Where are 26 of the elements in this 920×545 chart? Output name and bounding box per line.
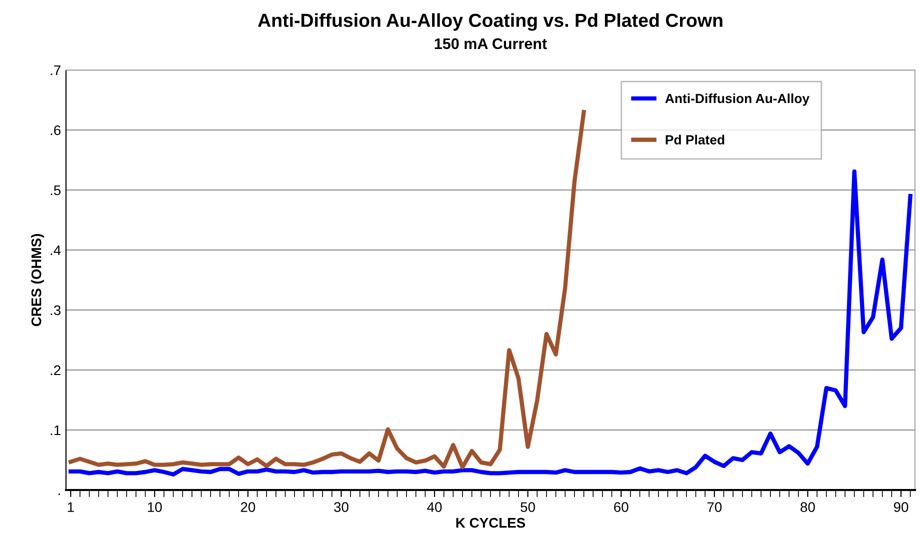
y-tick-label: .2: [50, 365, 60, 376]
x-tick-label: 50: [520, 502, 535, 512]
y-tick-label: .5: [50, 185, 61, 196]
y-tick-label: .7: [50, 65, 60, 76]
legend-label: Pd Plated: [666, 134, 724, 144]
x-tick-label: 30: [334, 502, 348, 512]
chart-title: Anti-Diffusion Au-Alloy Coating vs. Pd Plated Crown: [258, 13, 722, 31]
x-tick-label: 60: [614, 502, 628, 512]
x-axis-title: K CYCLES: [456, 518, 526, 528]
legend-label: Anti-Diffusion Au-Alloy: [665, 93, 810, 106]
y-tick-label: .6: [50, 125, 61, 136]
x-tick-label: 90: [894, 502, 908, 512]
x-tick-label: 1: [68, 502, 74, 512]
y-tick-label: .3: [50, 305, 61, 316]
x-tick-label: 80: [800, 502, 815, 512]
line-series: [68, 169, 912, 476]
x-tick-label: 70: [707, 502, 722, 512]
x-tick-label: 40: [427, 502, 442, 512]
y-tick-label: .1: [50, 425, 60, 436]
chart-subtitle: 150 mA Current: [434, 38, 547, 50]
x-tick-label: 10: [148, 502, 162, 512]
x-tick-label: 20: [240, 502, 256, 512]
y-axis-title: CRES (OHMS): [31, 234, 44, 326]
line-series: [68, 110, 586, 470]
y-tick-label: .4: [50, 245, 61, 256]
y-tick-label: .: [58, 494, 60, 496]
